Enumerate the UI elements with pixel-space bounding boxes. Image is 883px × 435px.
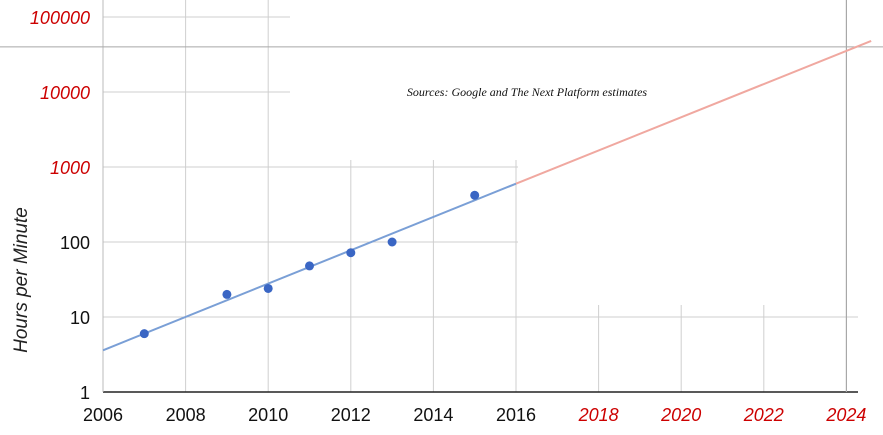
x-tick-label-2024: 2024 [825,405,866,425]
y-tick-label-10: 10 [70,308,90,328]
y-tick-label-100: 100 [60,233,90,253]
x-tick-label-2022: 2022 [743,405,784,425]
x-tick-label-2016: 2016 [496,405,536,425]
data-point-2012 [346,248,356,258]
trend-line-projected [515,39,872,185]
data-point-2015 [470,190,480,200]
data-point-2011 [305,261,314,271]
x-tick-label-2006: 2006 [83,405,123,425]
data-point-2010 [263,283,273,293]
data-point-2007 [139,329,149,339]
y-axis-label: Hours per Minute [11,207,32,353]
y-tick-label-100000: 100000 [30,8,90,28]
x-tick-label-2020: 2020 [660,405,701,425]
data-point-2013 [387,237,397,247]
y-tick-label-1: 1 [80,383,90,403]
y-tick-label-10000: 10000 [40,83,90,103]
source-note: Sources: Google and The Next Platform es… [407,85,648,99]
grid-lines [0,0,883,393]
data-point-2009 [222,289,232,299]
x-tick-label-2008: 2008 [166,405,206,425]
y-tick-label-1000: 1000 [50,158,90,178]
x-tick-label-2010: 2010 [248,405,288,425]
x-tick-label-2018: 2018 [578,405,619,425]
data-points [139,190,480,339]
x-tick-label-2014: 2014 [413,405,453,425]
y-axis-ticks: 1 10 100 1000 10000 100000 [30,8,90,403]
x-tick-label-2012: 2012 [331,405,371,425]
x-axis-ticks: 2006 2008 2010 2012 2014 2016 2018 2020 2022 2024 [83,405,866,425]
